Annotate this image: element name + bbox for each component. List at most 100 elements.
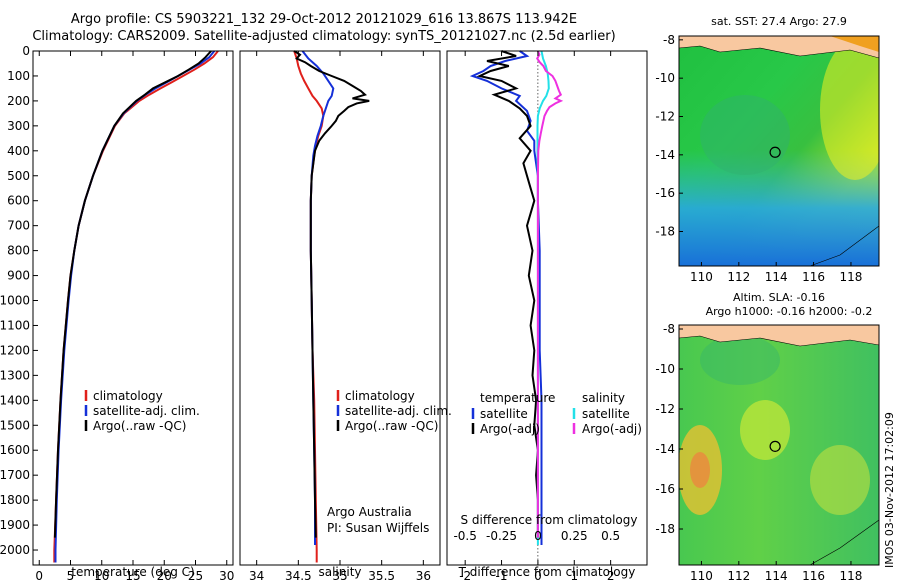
series-line-blue [469,50,543,545]
x-axis-label: salinity [318,565,361,579]
x-tick-label: 25 [188,569,203,580]
map-x-tick-label: 118 [840,569,863,580]
series-line-magenta [536,50,564,538]
x-tick-label: 34.5 [285,569,312,580]
map-x-tick-label: 110 [690,270,713,284]
annotation-text: Argo Australia [327,505,412,519]
top-tick-label: 0.5 [601,529,620,543]
x-tick-label: 34 [249,569,264,580]
x-tick-label: 30 [219,569,234,580]
top-tick-label: 0.25 [561,529,588,543]
y-tick-label: 1100 [0,318,30,332]
sla-map-subtitle: Argo h1000: -0.16 h2000: -0.2 [705,305,873,318]
legend-entry: satellite [480,407,528,421]
map-y-tick-label: -12 [655,110,675,124]
map-x-tick-label: 112 [727,569,750,580]
y-tick-label: 200 [7,94,30,108]
y-tick-label: 1200 [0,343,30,357]
x-tick-label: 10 [94,569,109,580]
y-tick-label: 600 [7,194,30,208]
x-tick-label: 20 [157,569,172,580]
map-x-tick-label: 116 [802,569,825,580]
map-y-tick-label: -16 [655,186,675,200]
x-tick-label: 35.5 [368,569,395,580]
map-x-tick-label: 118 [840,270,863,284]
top-axis-label: S difference from climatology [461,513,638,527]
profile-panel-1: 0 5 10 15 20 25 30 temperature (deg C) 0 100 200 30… [0,44,234,580]
legend-entry: Argo(-adj) [480,422,540,436]
map-y-tick-label: -12 [655,402,675,416]
y-tick-label: 1500 [0,418,30,432]
map-y-tick-label: -18 [655,522,675,536]
legend-entry: climatology [345,389,415,403]
profile-panel-3: -2 -1 0 1 2T difference from climatology temp… [446,50,648,580]
x-tick-label: 35 [332,569,347,580]
series-line-black [293,50,370,538]
sst-map [679,36,879,266]
x-tick-label: -2 [459,569,471,580]
legend-title-salinity: salinity [582,391,625,405]
x-tick-label: 0 [35,569,43,580]
legend-entry: Argo(..raw -QC) [345,419,438,433]
series-line-black [53,50,212,538]
top-tick-label: -0.5 [453,529,476,543]
sla-map [679,325,879,565]
profile-panel-2: 34 34.5 35 35.5 36 salinity climatologysatelli… [239,50,452,580]
x-tick-label: -1 [496,569,508,580]
y-tick-label: 400 [7,144,30,158]
top-tick-label: 0 [534,529,542,543]
argo-location-marker [769,440,781,452]
x-tick-label: 2 [607,569,615,580]
legend-entry: climatology [93,389,163,403]
annotation-text: PI: Susan Wijffels [327,521,429,535]
figure-title-line-2: Climatology: CARS2009. Satellite-adjuste… [32,29,616,44]
y-tick-label: 300 [7,119,30,133]
x-tick-label: 15 [125,569,140,580]
map-y-tick-label: -8 [663,322,675,336]
map-y-tick-label: -10 [655,362,675,376]
map-y-tick-label: -14 [655,148,675,162]
map-x-tick-label: 114 [765,569,788,580]
map-frame [678,324,880,566]
top-tick-label: -0.25 [486,529,517,543]
map-frame [678,35,880,267]
map-x-tick-label: 110 [690,569,713,580]
map-axes-1: 110 112 114 116 118 -8 -10 -12 -14 -16 -18 [655,33,880,284]
series-line-red [293,50,325,563]
y-tick-label: 0 [22,44,30,58]
x-tick-label: 5 [67,569,75,580]
series-line-red [53,50,219,563]
x-tick-label: 0 [534,569,542,580]
x-tick-label: 1 [570,569,578,580]
map-y-tick-label: -14 [655,442,675,456]
series-line-blue [54,50,216,563]
map-y-tick-label: -16 [655,482,675,496]
map-y-tick-label: -8 [663,33,675,47]
y-tick-label: 2000 [0,543,30,557]
legend-entry: satellite [582,407,630,421]
y-tick-label: 700 [7,219,30,233]
series-line-black [476,50,539,538]
plot-frame [446,50,648,566]
legend-entry: Argo(..raw -QC) [93,419,186,433]
map-x-tick-label: 114 [765,270,788,284]
map-axes-2: 110 112 114 116 118 -8 -10 -12 -14 -16 -18 [655,322,880,580]
y-tick-label: 1700 [0,468,30,482]
y-tick-label: 800 [7,244,30,258]
y-tick-label: 1400 [0,393,30,407]
y-tick-label: 1600 [0,443,30,457]
x-axis-label: T difference from climatology [458,565,636,579]
y-tick-label: 1300 [0,368,30,382]
series-line-blue [301,50,335,545]
argo-location-marker [769,146,781,158]
plot-frame [239,50,441,566]
legend-entry: satellite-adj. clim. [345,404,452,418]
figure-title-line-1: Argo profile: CS 5903221_132 29-Oct-2012… [70,12,578,27]
map-y-tick-label: -18 [655,225,675,239]
y-tick-label: 900 [7,269,30,283]
y-tick-label: 100 [7,69,30,83]
map-y-tick-label: -10 [655,71,675,85]
legend-entry: satellite-adj. clim. [93,404,200,418]
legend-entry: Argo(-adj) [582,422,642,436]
